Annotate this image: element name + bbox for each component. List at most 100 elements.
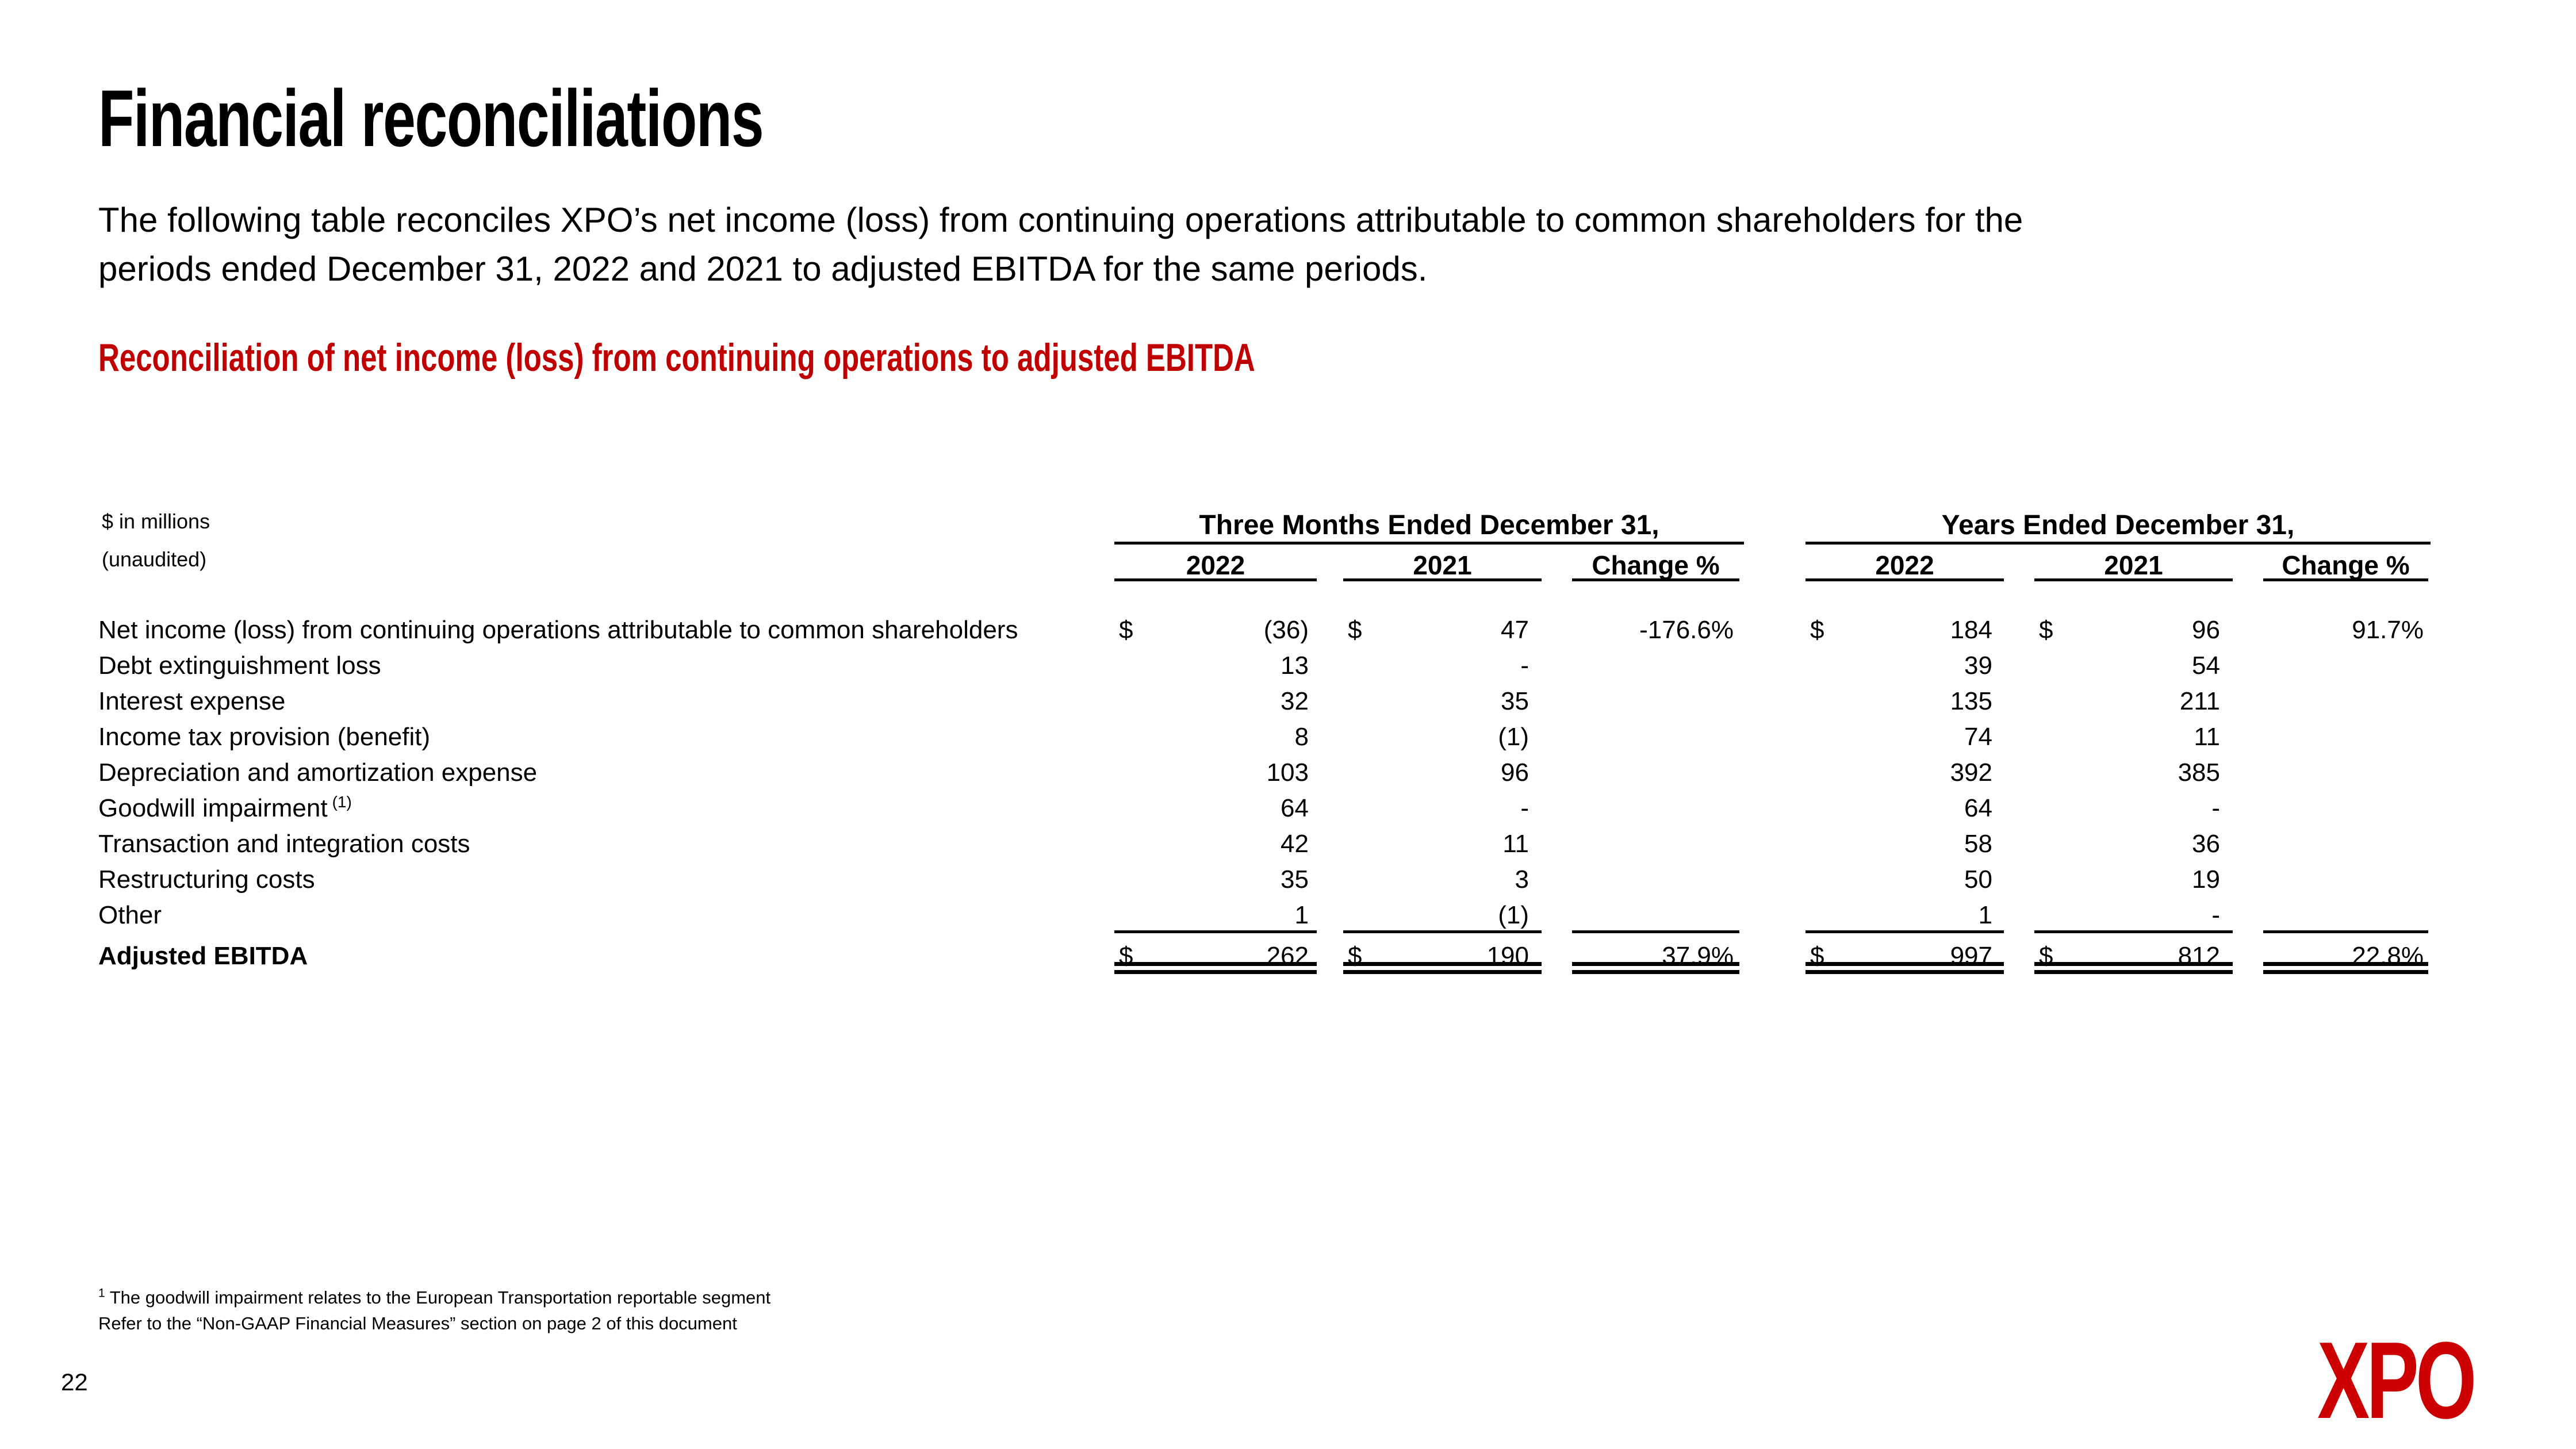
page-title: Financial reconciliations: [98, 73, 764, 163]
cell-tm-change: 37.9%: [1572, 938, 1739, 974]
section-heading: Reconciliation of net income (loss) from…: [98, 336, 1255, 379]
cell-value: 47: [1501, 616, 1529, 644]
table-row: Debt extinguishment loss 13 - 39 54: [0, 648, 2576, 684]
cell-value: (1): [1498, 723, 1529, 751]
table-row: Restructuring costs 35 3 50 19: [0, 862, 2576, 898]
table-row: Depreciation and amortization expense 10…: [0, 755, 2576, 791]
col-underline: [2263, 578, 2428, 581]
cell-yr-2021: 385: [2034, 755, 2233, 791]
cell-value: -: [1520, 651, 1529, 680]
row-label: Interest expense: [98, 687, 286, 715]
cell-value: 392: [1950, 758, 1992, 787]
cell-yr-2021: -: [2034, 791, 2233, 826]
col-underline: [1572, 578, 1739, 581]
units-label: $ in millions: [102, 509, 210, 533]
cell-value: 39: [1964, 651, 1992, 680]
cell-tm-2022: 103: [1114, 755, 1317, 791]
cell-yr-2021: 19: [2034, 862, 2233, 898]
currency-sign: $: [1119, 942, 1133, 970]
cell-yr-2022: $997: [1805, 938, 2004, 974]
page-number: 22: [61, 1368, 88, 1396]
cell-yr-2022: 64: [1805, 791, 2004, 826]
cell-value: 64: [1281, 794, 1309, 822]
cell-tm-2022: 1: [1114, 898, 1317, 933]
cell-value: 37.9%: [1662, 942, 1734, 970]
cell-value: 42: [1281, 830, 1309, 858]
cell-value: 50: [1964, 865, 1992, 894]
currency-sign: $: [2039, 616, 2053, 644]
cell-value: 35: [1281, 865, 1309, 894]
row-label: Net income (loss) from continuing operat…: [98, 616, 1018, 644]
cell-tm-2021: 3: [1343, 862, 1542, 898]
cell-value: 11: [2194, 723, 2220, 751]
row-label: Income tax provision (benefit): [98, 723, 431, 751]
row-label: Debt extinguishment loss: [98, 651, 381, 680]
cell-yr-2022: 135: [1805, 684, 2004, 719]
cell-value: 1: [1294, 901, 1309, 929]
cell-value: 135: [1950, 687, 1992, 715]
currency-sign: $: [1810, 616, 1824, 644]
cell-value: 13: [1281, 651, 1309, 680]
cell-value: 19: [2192, 865, 2220, 894]
cell-tm-2022: 32: [1114, 684, 1317, 719]
col-underline: [1343, 578, 1542, 581]
col-underline: [2034, 578, 2233, 581]
cell-value: 96: [1501, 758, 1529, 787]
group-header-three-months: Three Months Ended December 31,: [1199, 510, 1659, 540]
row-label: Other: [98, 901, 162, 929]
intro-text: The following table reconciles XPO’s net…: [98, 195, 2023, 293]
footnote-marker: 1: [98, 1286, 105, 1300]
cell-value: 36: [2192, 830, 2220, 858]
footnote-line-1: 1 The goodwill impairment relates to the…: [98, 1286, 771, 1308]
table-row: Interest expense 32 35 135 211: [0, 684, 2576, 719]
footnotes: 1 The goodwill impairment relates to the…: [98, 1285, 770, 1336]
cell-tm-2021: -: [1343, 648, 1542, 684]
cell-yr-2021: 54: [2034, 648, 2233, 684]
row-label: Transaction and integration costs: [98, 830, 470, 858]
table-row: Income tax provision (benefit) 8 (1) 74 …: [0, 719, 2576, 755]
cell-yr-2022: $184: [1805, 612, 2004, 648]
cell-value: 91.7%: [2352, 616, 2424, 644]
cell-yr-change: [2263, 898, 2428, 933]
cell-tm-2021: 11: [1343, 826, 1542, 862]
cell-value: 96: [2192, 616, 2220, 644]
cell-value: 64: [1964, 794, 1992, 822]
cell-tm-change: -176.6%: [1572, 612, 1739, 648]
currency-sign: $: [1348, 942, 1362, 970]
cell-yr-2021: $812: [2034, 938, 2233, 974]
table-row: Transaction and integration costs 42 11 …: [0, 826, 2576, 862]
cell-tm-2021: $47: [1343, 612, 1542, 648]
table-row-total: Adjusted EBITDA $262 $190 37.9% $997 $81…: [0, 938, 2576, 974]
cell-yr-2022: 39: [1805, 648, 2004, 684]
cell-yr-change: 22.8%: [2263, 938, 2428, 974]
footnote-line-2: Refer to the “Non-GAAP Financial Measure…: [98, 1313, 737, 1333]
cell-tm-2021: (1): [1343, 719, 1542, 755]
cell-tm-2021: 96: [1343, 755, 1542, 791]
cell-value: (36): [1263, 616, 1309, 644]
cell-yr-2021: 11: [2034, 719, 2233, 755]
group-header-years: Years Ended December 31,: [1941, 510, 2295, 540]
cell-value: 184: [1950, 616, 1992, 644]
cell-value: 32: [1281, 687, 1309, 715]
cell-yr-2022: 1: [1805, 898, 2004, 933]
group-underline: [1114, 542, 1744, 545]
cell-value: 58: [1964, 830, 1992, 858]
cell-value: 1: [1978, 901, 1992, 929]
cell-yr-2022: 392: [1805, 755, 2004, 791]
cell-value: 385: [2178, 758, 2220, 787]
table-row: Other 1 (1) 1 -: [0, 898, 2576, 933]
row-label: Restructuring costs: [98, 865, 315, 894]
cell-value: 262: [1266, 942, 1309, 970]
cell-tm-2022: 8: [1114, 719, 1317, 755]
cell-yr-2022: 74: [1805, 719, 2004, 755]
cell-value: -: [2211, 794, 2220, 822]
group-underline: [1805, 542, 2431, 545]
cell-value: 812: [2178, 942, 2220, 970]
col-header-tm-2021: 2021: [1413, 550, 1472, 580]
cell-value: 211: [2179, 687, 2220, 715]
footnote-ref: (1): [332, 793, 352, 811]
cell-value: 997: [1950, 942, 1992, 970]
cell-value: 8: [1294, 723, 1309, 751]
currency-sign: $: [1810, 942, 1824, 970]
